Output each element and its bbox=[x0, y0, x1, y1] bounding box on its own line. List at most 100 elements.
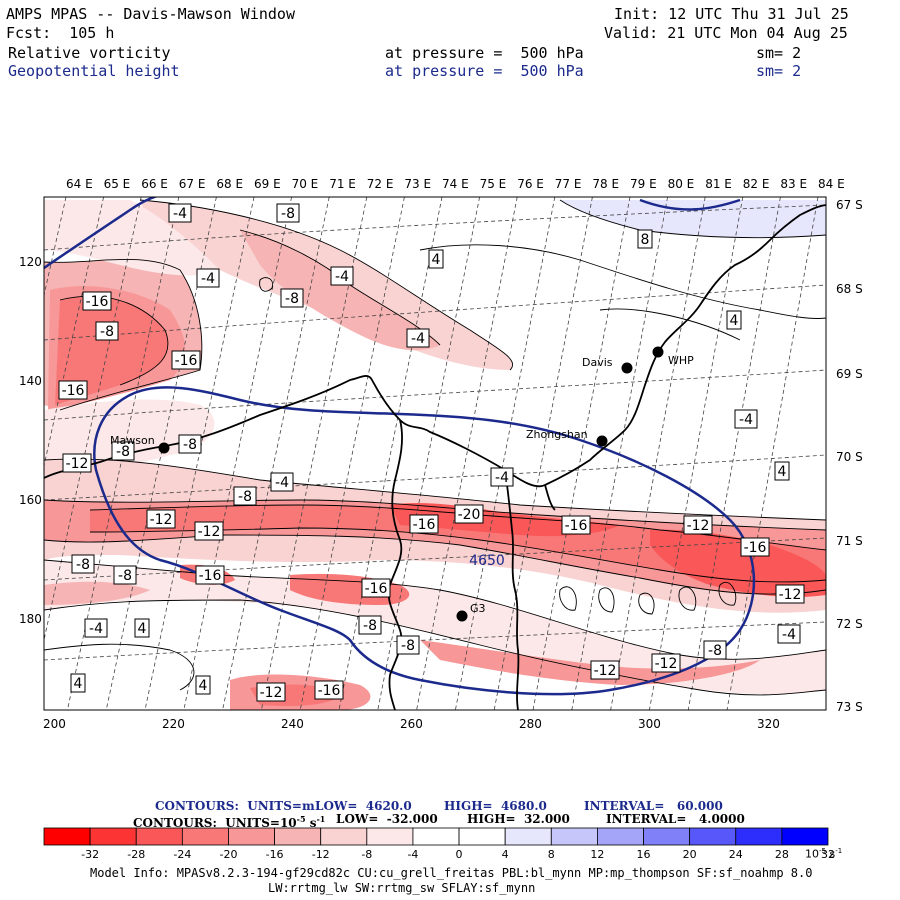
contour-value-label: -12 bbox=[198, 524, 221, 540]
colorbar-tick-label: -32 bbox=[81, 848, 99, 861]
y-tick-label: 120 bbox=[19, 255, 42, 269]
lon-label: 84 E bbox=[818, 177, 845, 191]
lon-label: 79 E bbox=[630, 177, 657, 191]
y-tick-label: 180 bbox=[19, 612, 42, 626]
contour-value-label: -8 bbox=[238, 489, 252, 505]
right-latitude-labels: 67 S 68 S 69 S 70 S 71 S 72 S 73 S bbox=[836, 198, 863, 714]
colorbar-swatch bbox=[274, 827, 322, 846]
field2-name: Geopotential height bbox=[8, 62, 180, 80]
colorbar-tick-label: 32 bbox=[821, 848, 835, 861]
colorbar-swatch bbox=[643, 827, 691, 846]
colorbar-tick-label: -16 bbox=[266, 848, 284, 861]
colorbar-swatch bbox=[504, 827, 552, 846]
valid-time: Valid: 21 UTC Mon 04 Aug 25 bbox=[604, 24, 848, 42]
contour-value-label: -4 bbox=[201, 271, 215, 287]
x-tick-label: 320 bbox=[757, 717, 780, 731]
lon-label: 78 E bbox=[592, 177, 619, 191]
lon-label: 74 E bbox=[442, 177, 469, 191]
station-label: Zhongshan bbox=[526, 428, 588, 441]
field1-name: Relative vorticity bbox=[8, 44, 171, 62]
x-tick-label: 280 bbox=[519, 717, 542, 731]
lon-label: 80 E bbox=[668, 177, 695, 191]
vorticity-contour-interval: INTERVAL= 4.0000 bbox=[606, 812, 745, 826]
colorbar-swatch bbox=[412, 827, 460, 846]
lon-label: 75 E bbox=[480, 177, 507, 191]
contour-value-label: -12 bbox=[655, 656, 678, 672]
station-marker bbox=[621, 362, 633, 374]
lon-label: 77 E bbox=[555, 177, 582, 191]
colorbar-swatch bbox=[89, 827, 137, 846]
lon-label: 67 E bbox=[179, 177, 206, 191]
colorbar-tick-label: -24 bbox=[173, 848, 191, 861]
colorbar-tick-label: -28 bbox=[127, 848, 145, 861]
vorticity-contour-low: LOW= -32.000 bbox=[336, 812, 438, 826]
y-tick-label: 140 bbox=[19, 374, 42, 388]
lat-label: 73 S bbox=[836, 700, 863, 714]
x-tick-label: 200 bbox=[43, 717, 66, 731]
colorbar-unit: 10-5 s-1 bbox=[805, 847, 843, 861]
colorbar-tick-label: 8 bbox=[548, 848, 555, 861]
colorbar-swatch bbox=[366, 827, 414, 846]
lon-label: 70 E bbox=[292, 177, 319, 191]
contour-value-label: 4 bbox=[432, 252, 441, 268]
contour-value-label: -16 bbox=[413, 517, 436, 533]
map-title: AMPS MPAS -- Davis-Mawson Window bbox=[6, 5, 295, 23]
contour-value-label: -12 bbox=[260, 685, 283, 701]
station-marker bbox=[596, 435, 608, 447]
contour-value-label: 4 bbox=[74, 676, 83, 692]
lon-label: 66 E bbox=[141, 177, 168, 191]
colorbar-tick-label: 4 bbox=[502, 848, 509, 861]
x-tick-label: 300 bbox=[638, 717, 661, 731]
contour-value-label: 4 bbox=[199, 678, 208, 694]
contour-value-label: -8 bbox=[285, 291, 299, 307]
colorbar-tick-label: 24 bbox=[729, 848, 743, 861]
init-time: Init: 12 UTC Thu 31 Jul 25 bbox=[614, 5, 849, 23]
contour-value-label: -8 bbox=[116, 444, 130, 460]
contour-value-label: -8 bbox=[76, 557, 90, 573]
colorbar-tick-label: -4 bbox=[407, 848, 418, 861]
colorbar-swatch bbox=[458, 827, 506, 846]
colorbar-swatch bbox=[735, 827, 783, 846]
colorbar-swatch bbox=[689, 827, 737, 846]
colorbar-tick-label: 20 bbox=[683, 848, 697, 861]
station-marker bbox=[652, 346, 664, 358]
lon-label: 76 E bbox=[517, 177, 544, 191]
lon-label: 65 E bbox=[104, 177, 131, 191]
contour-value-label: -8 bbox=[363, 618, 377, 634]
station-label: Davis bbox=[582, 356, 613, 369]
contour-labels: -4 -8 4 8 -4 -4 -8 -16 -8 -16 -16 -4 4 -4 -8 -12 -8 -4 -4 4… bbox=[58, 203, 805, 702]
colorbar-tick-label: 12 bbox=[590, 848, 604, 861]
contour-value-label: -20 bbox=[458, 507, 481, 523]
contour-value-label: -4 bbox=[495, 470, 509, 486]
lon-label: 81 E bbox=[705, 177, 732, 191]
field2-level: at pressure = 500 hPa bbox=[385, 62, 584, 80]
x-tick-label: 260 bbox=[400, 717, 423, 731]
contour-value-label: -8 bbox=[100, 324, 114, 340]
colorbar-swatch bbox=[43, 827, 91, 846]
contour-value-label: -4 bbox=[173, 206, 187, 222]
vorticity-contour-high: HIGH= 32.000 bbox=[467, 812, 570, 826]
x-axis-ticks: 200 220 240 260 280 300 320 bbox=[43, 717, 780, 731]
lon-label: 69 E bbox=[254, 177, 281, 191]
colorbar-swatch bbox=[597, 827, 644, 846]
lat-label: 67 S bbox=[836, 198, 863, 212]
contour-value-label: -8 bbox=[401, 638, 415, 654]
contour-value-label: -4 bbox=[739, 412, 753, 428]
contour-value-label: 4 bbox=[778, 464, 787, 480]
lon-label: 71 E bbox=[329, 177, 356, 191]
x-tick-label: 240 bbox=[281, 717, 304, 731]
vorticity-contour-units: CONTOURS: UNITS=10-5 s-1 bbox=[133, 814, 326, 830]
colorbar-tick-label: -8 bbox=[361, 848, 372, 861]
lat-label: 69 S bbox=[836, 367, 863, 381]
station-label: G3 bbox=[470, 602, 486, 615]
lat-label: 72 S bbox=[836, 617, 863, 631]
height-contour-low: LOW= 4620.0 bbox=[315, 799, 412, 813]
colorbar: -32 -28 -24 -20 -16 -12 -8 -4 0 4 8 12 16 20 24 28 32 bbox=[43, 827, 835, 861]
contour-value-label: -4 bbox=[782, 627, 796, 643]
contour-value-label: -16 bbox=[565, 518, 588, 534]
latitude-gridlines bbox=[44, 204, 826, 661]
lon-label: 68 E bbox=[216, 177, 243, 191]
colorbar-swatch bbox=[135, 827, 183, 846]
forecast-hour: Fcst: 105 h bbox=[6, 24, 115, 42]
